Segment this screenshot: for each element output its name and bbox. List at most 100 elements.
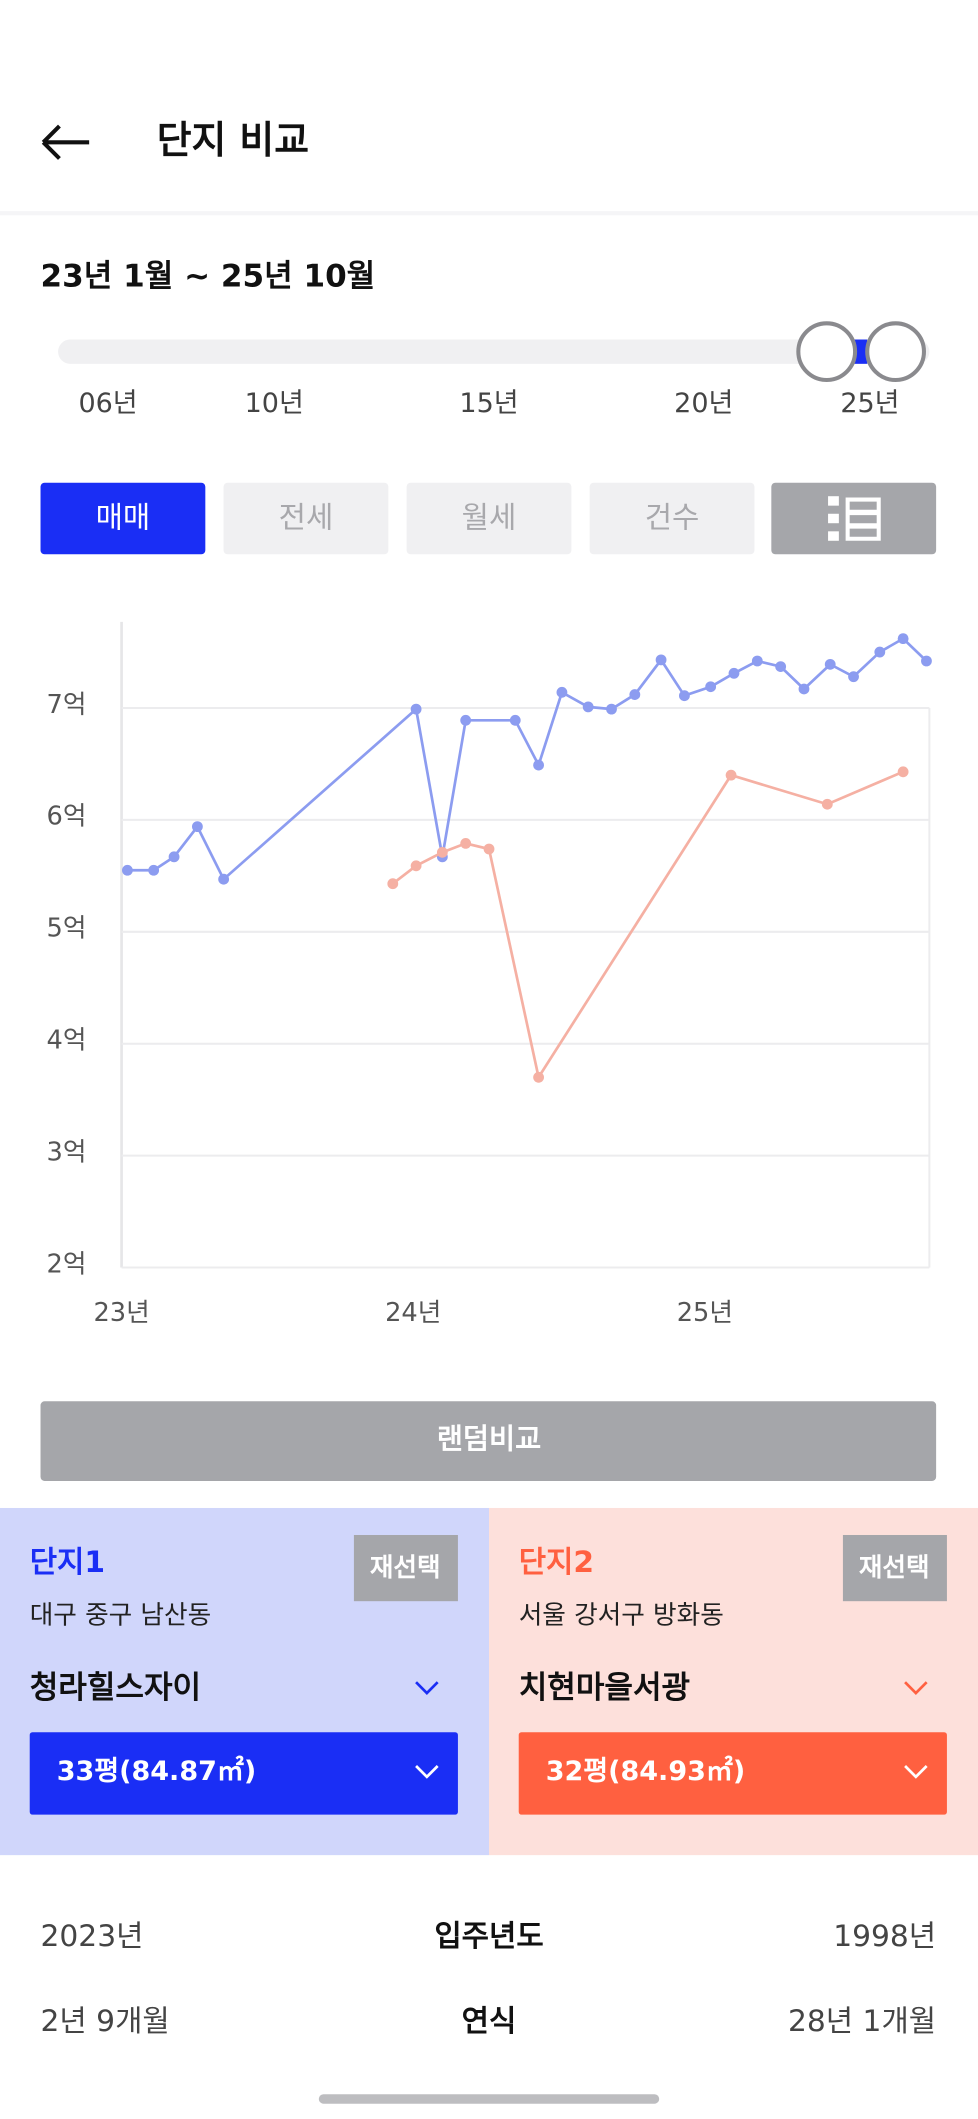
x-tick-label: 24년 [385,1298,441,1328]
data-point [725,769,737,781]
chevron[interactable] [904,1681,928,1695]
y-tick-label: 6억 [47,802,87,832]
comparison-rows: 2023년 입주년도 1998년 2년 9개월 연식 28년 1개월 [41,1919,937,2039]
y-tick-label: 7억 [47,690,87,720]
data-point [436,846,448,858]
back-button[interactable] [41,124,90,160]
left-value: 2년 9개월 [41,2004,170,2039]
data-point [148,864,160,876]
reselect-button[interactable] [842,1534,947,1602]
data-point [824,658,836,670]
data-point [460,838,472,849]
slider-label: 25년 [840,388,899,419]
slider-labels: 06년 10년 15년 20년 25년 [78,388,899,419]
data-point [679,690,690,702]
chevron[interactable] [415,1765,439,1779]
complex-name[interactable]: 청라힐스자이 [30,1670,201,1706]
slider-label: 20년 [674,388,733,419]
tab[interactable] [406,482,572,555]
reselect-label[interactable]: 재선택 [370,1553,441,1583]
period: 23년 1월 ~ 25년 10월 [41,258,376,294]
size-label[interactable]: 32평(84.93㎡) [546,1755,746,1787]
home-indicator [318,2094,660,2104]
tab[interactable] [223,482,389,555]
chevron[interactable] [904,1765,928,1779]
data-point [606,703,617,715]
tab-label[interactable]: 매매 [96,501,151,536]
divider [0,211,978,216]
complex-label: 단지2 [519,1545,594,1580]
data-point [897,766,909,778]
right-value: 28년 1개월 [788,2004,936,2039]
data-point [897,633,909,645]
random-compare-button[interactable] [40,1401,937,1481]
data-point [582,701,594,713]
data-point [509,714,521,726]
data-point [821,798,833,810]
data-point [629,689,641,700]
series-line [127,636,928,882]
complex-location: 대구 중구 남산동 [30,1601,212,1631]
data-point [218,873,230,885]
data-point [921,655,932,667]
slider-track[interactable] [58,339,930,364]
reselect-button[interactable] [353,1534,458,1602]
tab[interactable] [589,482,755,555]
page-title: 단지 비교 [157,118,309,162]
slider-knob[interactable] [865,321,926,383]
slider-knob[interactable] [796,321,858,383]
tab-label[interactable]: 전세 [279,501,334,536]
data-point [705,681,717,693]
y-tick-label: 2억 [47,1249,87,1279]
size-dropdown[interactable] [29,1732,458,1815]
data-point [387,878,399,890]
y-tick-label: 4억 [47,1026,87,1056]
data-point [848,671,859,683]
reselect-label[interactable]: 재선택 [859,1553,930,1583]
row-label: 입주년도 [434,1919,543,1954]
tab[interactable] [40,482,206,555]
random-compare-label[interactable]: 랜덤비교 [437,1422,541,1455]
data-point [533,759,544,771]
complex-name[interactable]: 치현마을서광 [519,1670,690,1706]
data-point [168,851,180,863]
data-point [122,864,133,876]
chevron[interactable] [415,1681,439,1695]
x-tick-label: 25년 [677,1298,733,1328]
slider-label: 06년 [78,388,137,419]
list-view-button[interactable] [771,482,937,555]
tab-label[interactable]: 건수 [645,501,700,536]
data-point [483,843,495,855]
size-label[interactable]: 33평(84.87㎡) [57,1755,257,1787]
list-icon [828,496,881,541]
tab-label[interactable]: 월세 [462,501,517,536]
data-point [751,655,763,667]
size-dropdown[interactable] [518,1732,947,1815]
data-point [775,661,787,672]
data-point [728,667,740,679]
complex-location: 서울 강서구 방화동 [519,1601,724,1631]
list-button[interactable] [771,482,937,555]
x-tick-label: 23년 [93,1298,149,1328]
data-point [655,654,667,666]
data-point [410,703,422,715]
left-value: 2023년 [41,1919,144,1954]
data-point [410,860,422,872]
row-label: 연식 [462,2004,517,2039]
data-point [191,821,203,833]
y-tick-label: 3억 [47,1137,87,1167]
data-point [460,714,472,726]
back-arrow[interactable] [41,124,90,160]
slider-label: 10년 [245,388,304,419]
right-value: 1998년 [833,1919,936,1954]
slider-label: 15년 [459,388,518,419]
data-point [556,686,568,698]
tabs: 매매 전세 월세 건수 [40,482,755,555]
data-point [798,683,810,695]
complex-label: 단지1 [30,1545,105,1580]
y-tick-label: 5억 [47,914,87,944]
data-point [874,646,886,658]
